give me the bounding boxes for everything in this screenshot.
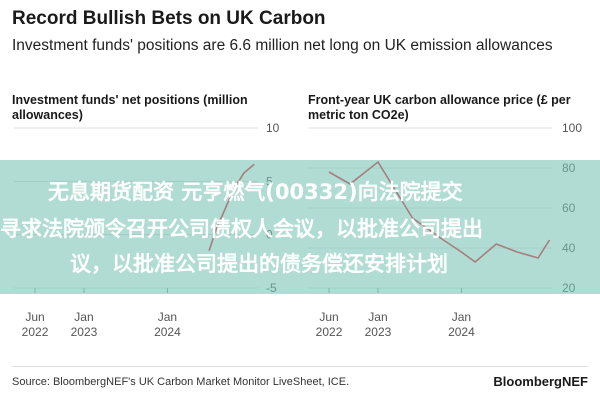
- x-tick-label-year: 2022: [316, 325, 343, 339]
- x-tick-label-month: Jan: [368, 310, 387, 324]
- footer-divider: [12, 366, 588, 367]
- x-tick-label-year: 2024: [154, 325, 181, 339]
- x-tick-label-year: 2024: [448, 325, 475, 339]
- watermark-line-2: 寻求法院颁令召开公司债权人会议，以批准公司提出: [0, 217, 483, 241]
- x-tick-label-month: Jun: [25, 310, 44, 324]
- x-tick-label-month: Jan: [74, 310, 93, 324]
- x-tick-label-month: Jan: [158, 310, 177, 324]
- watermark-banner: [0, 160, 600, 294]
- x-tick-label-year: 2023: [365, 325, 392, 339]
- x-tick-label-year: 2023: [71, 325, 98, 339]
- y-tick-label: 100: [562, 121, 582, 135]
- left-panel-title: Investment funds' net positions (million…: [12, 93, 248, 122]
- brand-logo-text: BloombergNEF: [493, 374, 588, 389]
- right-panel-title: Front-year UK carbon allowance price (£ …: [308, 93, 571, 122]
- chart-title: Record Bullish Bets on UK Carbon: [12, 8, 326, 29]
- chart-subtitle: Investment funds' positions are 6.6 mill…: [12, 37, 553, 54]
- x-tick-label-month: Jan: [452, 310, 471, 324]
- x-tick-label-month: Jun: [319, 310, 338, 324]
- y-tick-label: 10: [266, 121, 280, 135]
- watermark-line-3: 议，以批准公司提出的债务偿还安排计划: [70, 252, 448, 276]
- watermark-line-1: 无息期货配资 元亨燃气(00332)向法院提交: [48, 180, 463, 204]
- x-tick-label-year: 2022: [22, 325, 49, 339]
- source-note: Source: BloombergNEF's UK Carbon Market …: [12, 376, 350, 388]
